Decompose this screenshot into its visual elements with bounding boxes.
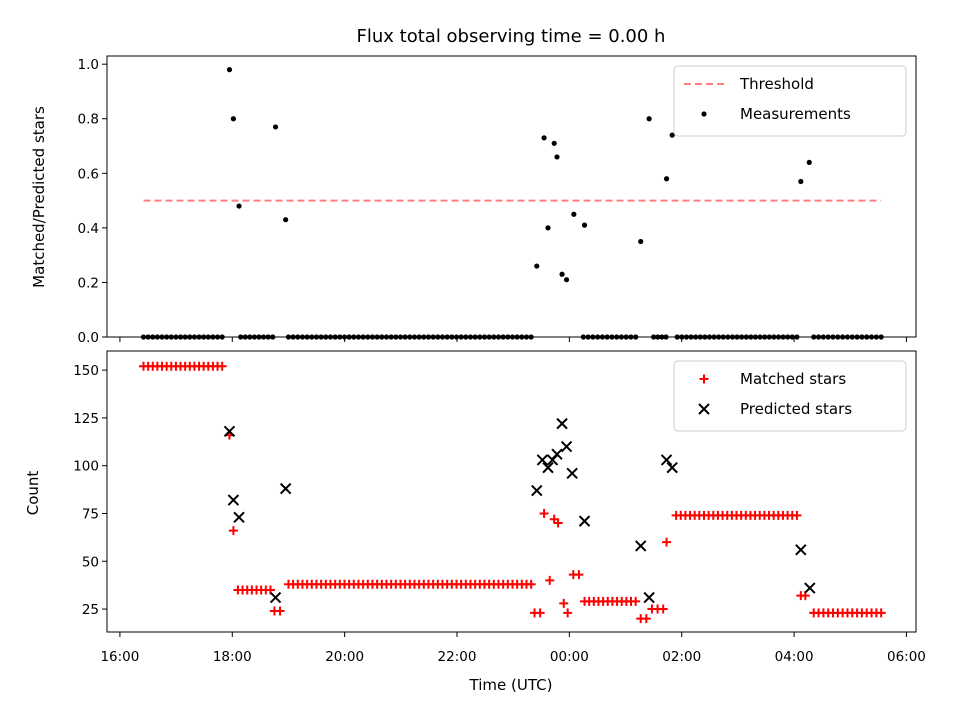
top-y-tick-label: 0.0 bbox=[78, 330, 99, 346]
matched-star-point bbox=[662, 537, 672, 547]
x-tick-label: 06:00 bbox=[887, 649, 926, 665]
predicted-star-point bbox=[556, 417, 568, 430]
predicted-star-point bbox=[542, 461, 554, 474]
measurement-point bbox=[545, 225, 551, 231]
predicted-star-point bbox=[635, 540, 647, 552]
panel-top: 0.0 0.2 0.4 0.6 0.8 1.0 Threshold Measurements bbox=[78, 55, 917, 346]
matched-star-point bbox=[574, 570, 584, 580]
top-y-tick-label: 1.0 bbox=[78, 57, 99, 73]
panel-bottom: 25 50 75 100 125 150 16:00 18:00 20:00 22:00 00:00… bbox=[73, 350, 926, 665]
top-axes-frame bbox=[106, 55, 917, 338]
measurement-point bbox=[571, 211, 577, 217]
bottom-y-tick-label: 100 bbox=[73, 459, 99, 475]
x-tick-label: 18:00 bbox=[213, 649, 252, 665]
measurement-point bbox=[226, 67, 233, 73]
predicted-star-point bbox=[560, 440, 573, 453]
legend-matched-stars-swatch bbox=[699, 374, 709, 384]
bottom-y-axis-label: Count bbox=[24, 471, 42, 516]
bottom-axes-frame bbox=[106, 350, 917, 633]
matched-star-point bbox=[563, 608, 573, 618]
matched-star-point bbox=[553, 518, 563, 528]
legend-label-matched-stars: Matched stars bbox=[740, 370, 846, 388]
measurement-point bbox=[283, 217, 289, 223]
plot-layer: 0.0 0.2 0.4 0.6 0.8 1.0 Threshold Measurements 2… bbox=[73, 55, 926, 665]
matched-star-point bbox=[559, 598, 569, 608]
series-matched-stars bbox=[139, 361, 886, 624]
predicted-star-point bbox=[269, 591, 282, 604]
predicted-star-point bbox=[279, 482, 292, 495]
x-tick-label: 02:00 bbox=[662, 649, 701, 665]
top-y-tick-label: 0.4 bbox=[78, 221, 99, 237]
legend-label-predicted-stars: Predicted stars bbox=[740, 400, 852, 418]
bottom-y-tick-label: 150 bbox=[73, 363, 99, 379]
measurement-point bbox=[551, 140, 557, 146]
legend-predicted-stars-swatch bbox=[698, 403, 710, 415]
matched-star-point bbox=[535, 608, 545, 618]
predicted-star-point bbox=[578, 515, 591, 527]
matched-star-point bbox=[631, 596, 641, 606]
measurement-point bbox=[638, 238, 644, 245]
matched-star-point bbox=[658, 604, 668, 614]
predicted-star-point bbox=[643, 591, 655, 604]
x-tick-label: 04:00 bbox=[775, 649, 814, 665]
measurement-point bbox=[554, 154, 560, 160]
matched-star-point bbox=[545, 575, 555, 585]
measurement-point bbox=[669, 132, 675, 138]
matched-star-point bbox=[526, 579, 536, 589]
x-tick-label: 00:00 bbox=[550, 649, 589, 665]
legend-measurements-swatch bbox=[701, 111, 707, 117]
matched-star-point bbox=[539, 508, 549, 518]
bottom-legend: Matched stars Predicted stars bbox=[673, 360, 907, 432]
top-y-tick-label: 0.8 bbox=[78, 112, 99, 128]
x-tick-label: 22:00 bbox=[438, 649, 477, 665]
measurement-point bbox=[559, 271, 565, 277]
predicted-star-point bbox=[566, 467, 578, 480]
predicted-star-point bbox=[233, 511, 245, 524]
measurement-point bbox=[236, 203, 242, 209]
predicted-star-point bbox=[531, 484, 543, 497]
matched-star-point bbox=[217, 361, 227, 371]
measurement-point bbox=[798, 178, 804, 185]
x-tick-label: 20:00 bbox=[325, 649, 364, 665]
predicted-star-point bbox=[536, 454, 549, 466]
top-legend: Threshold Measurements bbox=[673, 65, 907, 137]
measurement-point bbox=[646, 116, 652, 122]
matched-star-point bbox=[275, 606, 285, 616]
measurement-point bbox=[581, 222, 588, 228]
measurement-point bbox=[663, 176, 670, 182]
predicted-star-point bbox=[804, 582, 816, 594]
matched-star-point bbox=[228, 526, 238, 536]
predicted-star-point bbox=[223, 425, 236, 437]
predicted-star-point bbox=[660, 454, 673, 466]
x-tick-label: 16:00 bbox=[100, 649, 139, 665]
series-predicted-stars bbox=[223, 417, 816, 604]
top-y-tick-label: 0.6 bbox=[78, 166, 99, 182]
top-y-axis-label: Matched/Predicted stars bbox=[30, 106, 48, 288]
legend-label-measurements: Measurements bbox=[740, 105, 851, 123]
measurement-point bbox=[230, 116, 237, 122]
predicted-star-point bbox=[551, 448, 563, 460]
bottom-y-tick-label: 25 bbox=[82, 602, 99, 618]
bottom-y-tick-label: 125 bbox=[73, 411, 99, 427]
matched-star-point bbox=[876, 608, 886, 618]
measurement-point bbox=[534, 263, 540, 269]
top-y-tick-label: 0.2 bbox=[78, 275, 99, 291]
predicted-star-point bbox=[666, 461, 678, 474]
chart-title: Flux total observing time = 0.00 h bbox=[357, 26, 666, 47]
bottom-y-tick-label: 50 bbox=[82, 554, 99, 570]
x-axis-label: Time (UTC) bbox=[469, 676, 553, 694]
measurement-point bbox=[272, 124, 279, 130]
measurement-point bbox=[541, 135, 547, 141]
predicted-star-point bbox=[227, 494, 240, 506]
matched-star-point bbox=[792, 510, 802, 520]
legend-label-threshold: Threshold bbox=[739, 75, 814, 93]
bottom-legend-box bbox=[673, 360, 907, 432]
predicted-star-point bbox=[795, 544, 807, 556]
measurement-point bbox=[806, 159, 812, 165]
bottom-y-tick-label: 75 bbox=[82, 506, 99, 522]
matched-star-point bbox=[641, 614, 651, 624]
top-legend-box bbox=[673, 65, 907, 137]
measurement-point bbox=[563, 277, 570, 283]
